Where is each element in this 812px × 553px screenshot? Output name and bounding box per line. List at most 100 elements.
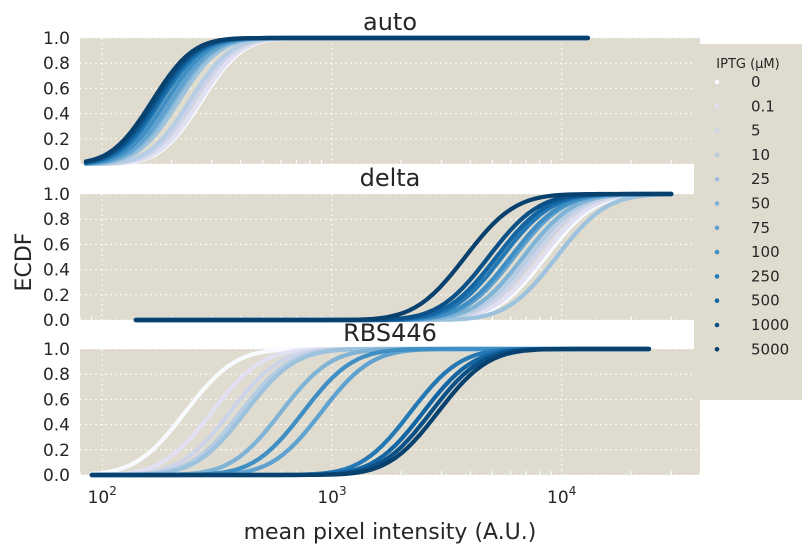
legend-entry-25: 25 (714, 170, 770, 188)
ecdf-point (334, 472, 339, 477)
legend-entry-1000: 1000 (714, 316, 789, 334)
ecdf-point (319, 36, 324, 40)
ecdf-point (624, 347, 629, 351)
legend-label: 1000 (751, 316, 789, 334)
ecdf-point (307, 472, 312, 477)
y-tick-label: 1.0 (43, 340, 70, 360)
y-tick-label: 0.2 (43, 286, 70, 306)
panel-title: delta (360, 164, 421, 192)
ecdf-point (480, 347, 485, 351)
panel-title: RBS446 (343, 319, 437, 347)
legend-label: 50 (751, 195, 770, 213)
ecdf-point (447, 317, 452, 322)
legend-entry-500: 500 (714, 292, 780, 310)
y-tick-label: 0.8 (43, 54, 70, 74)
legend-label: 0 (751, 73, 761, 91)
ecdf-points-5000 (288, 347, 649, 477)
y-tick-label: 0.0 (43, 466, 70, 486)
series-group (133, 191, 674, 323)
panel-auto: 0.0 0.2 0.4 0.6 0.8 1.0 auto (43, 8, 701, 175)
ecdf-points-5000 (318, 192, 667, 322)
ecdf-series-5000 (133, 191, 674, 323)
y-tick-label: 0.4 (43, 105, 70, 125)
legend-entries: 0 0.1 5 10 25 50 75 100 250 500 1000 5000 (714, 73, 789, 358)
y-tick-label: 0.2 (43, 441, 70, 461)
ecdf-point (297, 473, 301, 477)
legend-label: 5 (751, 122, 761, 140)
ecdf-point (517, 36, 521, 40)
ecdf-series-5000 (89, 346, 652, 478)
legend-marker (714, 128, 720, 133)
series-group (83, 35, 590, 167)
ecdf-point (288, 473, 293, 477)
legend-entry-0.1: 0.1 (714, 97, 775, 115)
x-tick-label: 102 (88, 484, 117, 508)
ecdf-point (569, 192, 574, 197)
ecdf-point (342, 317, 347, 322)
legend-entry-0: 0 (714, 73, 761, 91)
ecdf-point (320, 318, 325, 322)
ecdf-point (644, 347, 649, 351)
legend-marker (714, 104, 720, 109)
ecdf-point (662, 192, 667, 196)
x-axis-label: mean pixel intensity (A.U.) (244, 520, 537, 545)
legend-entry-5: 5 (714, 122, 761, 140)
legend-marker (714, 322, 720, 328)
legend-marker (714, 176, 720, 182)
panel-title: auto (363, 8, 417, 36)
legend-marker (714, 298, 720, 304)
y-tick-label: 1.0 (43, 185, 70, 205)
ecdf-point (264, 36, 269, 40)
legend-marker (714, 347, 720, 352)
panel-rbs446: 0.0 0.2 0.4 0.6 0.8 1.0 RBS446 (43, 319, 701, 486)
panel-background (80, 194, 700, 320)
legend-label: 500 (751, 292, 780, 310)
legend-entry-10: 10 (714, 146, 770, 164)
legend-label: 75 (751, 219, 770, 237)
legend: IPTG (μM) 0 0.1 5 10 25 50 75 100 250 500 1000 5000 (694, 44, 802, 400)
ecdf-point (349, 317, 353, 322)
ecdf-point (84, 159, 88, 164)
x-tick-label: 103 (317, 484, 346, 508)
ecdf-point (628, 347, 633, 351)
y-tick-label: 0.6 (43, 390, 70, 410)
legend-marker (714, 274, 720, 279)
y-tick-label: 0.6 (43, 79, 70, 99)
ecdf-point (332, 317, 337, 322)
legend-label: 0.1 (751, 97, 775, 115)
legend-marker (714, 225, 720, 231)
legend-label: 25 (751, 170, 770, 188)
panels-layer: 0.0 0.2 0.4 0.6 0.8 1.0 auto 0.0 0.2 0.4 0.6 0.8 1.0… (43, 8, 701, 486)
ecdf-points-5000 (84, 36, 521, 164)
y-tick-label: 0.6 (43, 235, 70, 255)
legend-marker (714, 79, 720, 85)
legend-marker (714, 152, 720, 158)
legend-label: 10 (751, 146, 770, 164)
x-axis-ticks: 102 103 104 (88, 484, 577, 508)
legend-entry-75: 75 (714, 219, 770, 237)
y-tick-label: 0.4 (43, 416, 70, 436)
legend-entry-50: 50 (714, 195, 770, 213)
y-tick-label: 0.8 (43, 365, 70, 385)
ecdf-point (431, 347, 436, 352)
legend-box (694, 44, 802, 400)
y-tick-label: 0.4 (43, 261, 70, 281)
x-tick-label: 104 (547, 484, 576, 508)
legend-entry-100: 100 (714, 243, 780, 261)
legend-label: 250 (751, 267, 780, 285)
ecdf-point (606, 192, 611, 196)
legend-entry-250: 250 (714, 267, 780, 285)
y-tick-label: 0.2 (43, 130, 70, 150)
y-tick-label: 0.8 (43, 210, 70, 230)
ecdf-series-5000 (83, 35, 590, 164)
y-tick-label: 0.0 (43, 155, 70, 175)
legend-marker (714, 201, 720, 206)
ecdf-point (616, 347, 621, 351)
legend-label: 100 (751, 243, 780, 261)
series-group (89, 346, 652, 478)
y-axis-label: ECDF (12, 233, 37, 292)
ecdf-point (329, 472, 334, 477)
y-tick-label: 0.0 (43, 311, 70, 331)
y-tick-label: 1.0 (43, 29, 70, 49)
